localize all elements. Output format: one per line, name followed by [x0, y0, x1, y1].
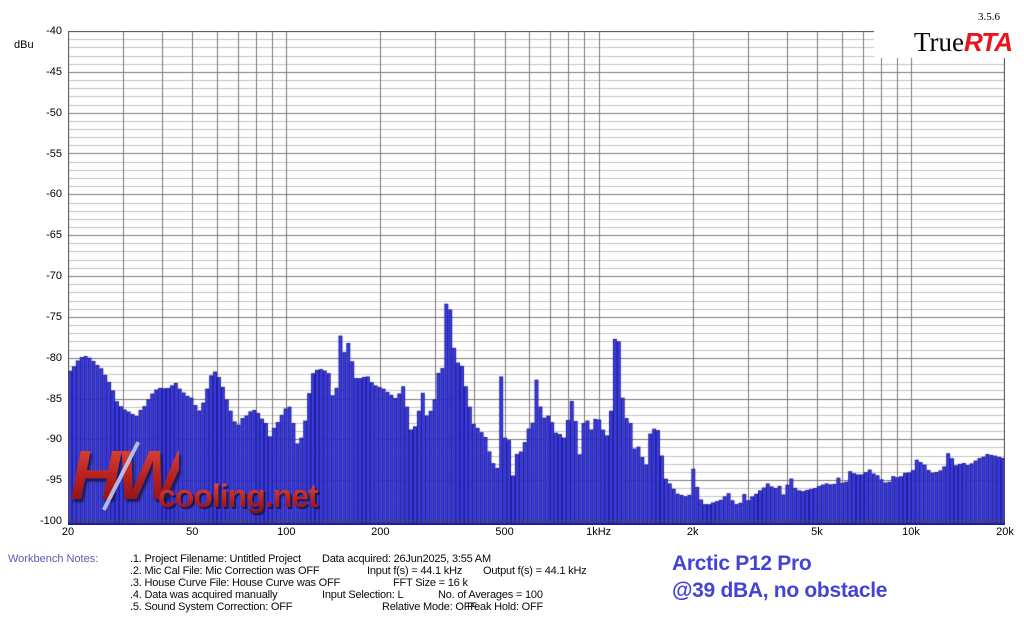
- rta-spectrum-plot: [68, 31, 1005, 525]
- annotation-line-1: Arctic P12 Pro: [672, 552, 812, 575]
- x-tick-label: 50: [186, 526, 199, 538]
- y-tick-label: -95: [46, 474, 62, 487]
- x-tick-label: 500: [495, 526, 514, 538]
- workbench-note-row: .2. Mic Cal File: Mic Correction was OFF…: [0, 565, 680, 577]
- x-tick-label: 2k: [686, 526, 699, 538]
- y-tick-label: -45: [46, 65, 62, 78]
- note-text: .5. Sound System Correction: OFF: [130, 601, 293, 613]
- y-tick-label: -60: [46, 188, 62, 201]
- annotation-line-2: @39 dBA, no obstacle: [672, 579, 888, 602]
- y-tick-label: -85: [46, 392, 62, 405]
- truerta-logo: True RTA: [874, 27, 1018, 58]
- y-axis-unit-label: dBu: [14, 39, 34, 51]
- note-text: .2. Mic Cal File: Mic Correction was OFF: [130, 565, 320, 577]
- workbench-note-row: .4. Data was acquired manually Input Sel…: [0, 589, 680, 601]
- note-text: No. of Averages = 100: [438, 589, 543, 601]
- x-tick-label: 20k: [996, 526, 1014, 538]
- note-text: Output f(s) = 44.1 kHz: [483, 565, 587, 577]
- y-tick-label: -100: [39, 515, 62, 527]
- y-tick-label: -50: [46, 106, 62, 119]
- y-tick-label: -90: [46, 433, 62, 446]
- workbench-note-row: .5. Sound System Correction: OFF Relativ…: [0, 601, 680, 613]
- workbench-note-row: .3. House Curve File: House Curve was OF…: [0, 577, 680, 589]
- x-tick-label: 200: [371, 526, 390, 538]
- note-text: Peak Hold: OFF: [467, 601, 544, 613]
- y-tick-label: -80: [46, 351, 62, 364]
- x-tick-label: 1kHz: [586, 526, 612, 538]
- x-tick-label: 20: [61, 526, 75, 538]
- y-tick-label: -55: [46, 147, 62, 160]
- note-text: .1. Project Filename: Untitled Project: [130, 553, 301, 565]
- workbench-notes-label: Workbench Notes:: [8, 553, 99, 565]
- note-text: FFT Size = 16 k: [393, 577, 468, 589]
- y-tick-label: -40: [46, 25, 62, 37]
- workbench-note-row: .1. Project Filename: Untitled Project D…: [0, 553, 680, 565]
- note-text: Relative Mode: OFF: [382, 601, 477, 613]
- x-tick-label: 5k: [811, 526, 823, 538]
- logo-true-text: True: [913, 27, 964, 57]
- logo-rta-text: RTA: [963, 27, 1013, 57]
- note-text: .4. Data was acquired manually: [130, 589, 278, 601]
- y-tick-label: -70: [46, 270, 62, 282]
- note-text: .3. House Curve File: House Curve was OF…: [130, 577, 341, 589]
- note-text: Input f(s) = 44.1 kHz: [367, 565, 463, 577]
- x-tick-label: 100: [277, 526, 296, 538]
- app-version: 3.5.6: [978, 11, 1000, 23]
- y-tick-label: -65: [46, 229, 62, 242]
- x-tick-label: 10k: [902, 526, 920, 538]
- measurement-annotation: Arctic P12 Pro @39 dBA, no obstacle: [672, 550, 887, 604]
- note-text: Input Selection: L: [322, 589, 404, 601]
- note-text: Data acquired: 26Jun2025, 3:55 AM: [322, 553, 491, 565]
- y-tick-label: -75: [46, 310, 62, 323]
